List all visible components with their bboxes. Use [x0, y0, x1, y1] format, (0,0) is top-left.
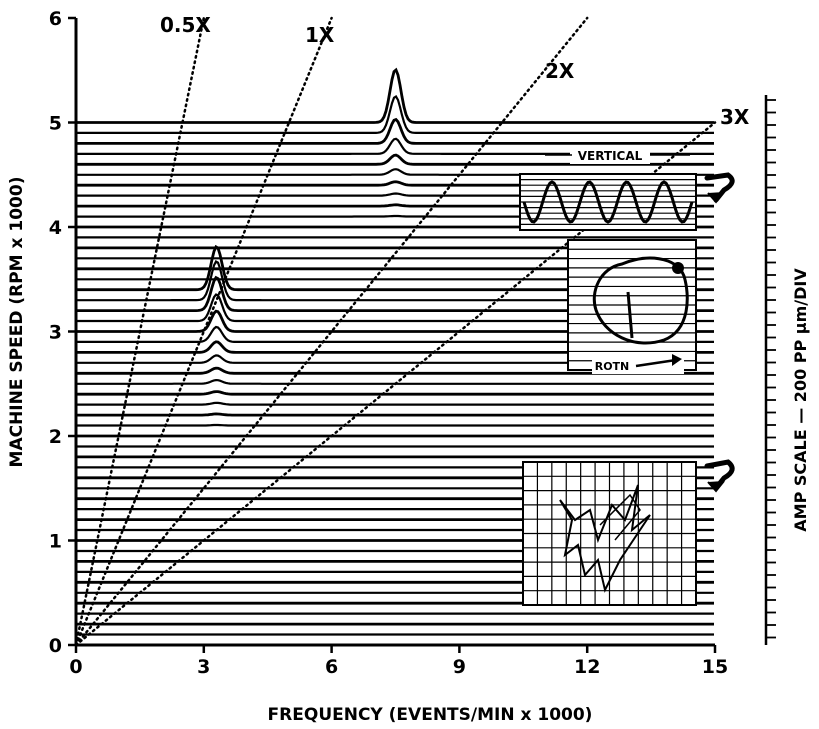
arrow-icon: [704, 172, 735, 203]
y-ticks-group: 0 1 2 3 4 5 6: [49, 8, 76, 657]
y-tick-label: 5: [49, 113, 62, 135]
y-tick-label: 6: [49, 8, 62, 30]
amp-scale-title: AMP SCALE — 200 PP μm/DIV: [791, 268, 810, 532]
x-tick-label: 0: [69, 656, 82, 678]
arrow-icon: [704, 459, 735, 491]
y-tick-label: 2: [49, 426, 62, 448]
order-label-2x: 2X: [545, 59, 575, 83]
spectrum-line: [76, 412, 714, 417]
vertical-waveform-inset: VERTICAL: [519, 146, 735, 231]
x-ticks-group: 0 3 6 9 12 15: [69, 645, 728, 678]
inset-vertical-label: VERTICAL: [578, 149, 643, 163]
rotation-arrow-icon: [635, 358, 677, 368]
grid-orbit-inset: [522, 459, 735, 606]
x-tick-label: 15: [702, 656, 728, 678]
x-tick-label: 9: [453, 656, 466, 678]
x-tick-label: 12: [574, 656, 600, 678]
x-tick-label: 6: [325, 656, 338, 678]
x-tick-label: 3: [197, 656, 210, 678]
spectrum-line: [76, 401, 714, 406]
orbit-inset: ROTN: [567, 239, 697, 374]
order-line: [74, 16, 206, 647]
order-label-0-5x: 0.5X: [160, 13, 211, 37]
spectrum-line: [76, 94, 714, 134]
spectrum-line: [76, 390, 714, 396]
inset-rotn-label: ROTN: [595, 360, 630, 373]
spectrum-line: [76, 153, 714, 166]
spectrum-line: [76, 423, 714, 427]
spectrum-line: [76, 117, 714, 145]
y-tick-label: 0: [49, 635, 62, 657]
y-tick-label: 1: [49, 531, 62, 553]
y-tick-label: 3: [49, 322, 62, 344]
y-tick-label: 4: [49, 217, 62, 239]
order-label-3x: 3X: [720, 105, 750, 129]
y-axis-title: MACHINE SPEED (RPM x 1000): [7, 177, 27, 468]
amp-scale-ticks: [766, 99, 776, 639]
order-label-1x: 1X: [305, 23, 335, 47]
x-axis-title: FREQUENCY (EVENTS/MIN x 1000): [268, 705, 593, 725]
